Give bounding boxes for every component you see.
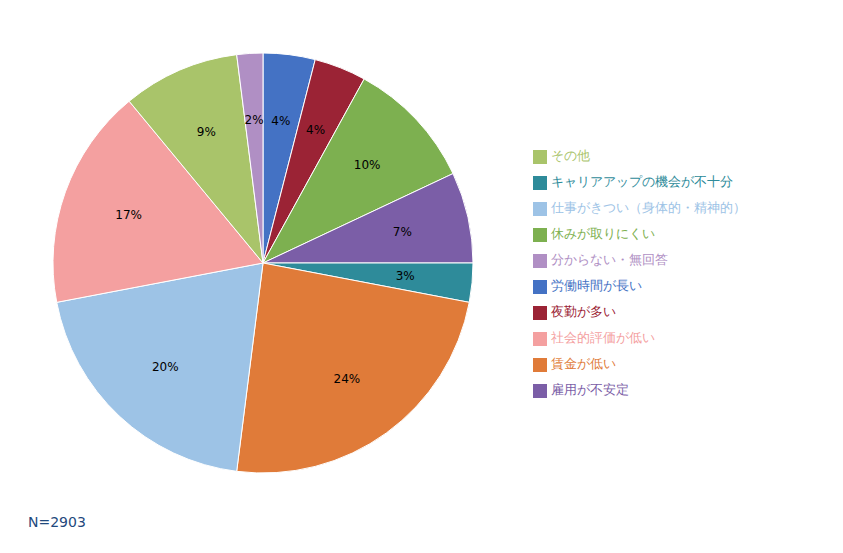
svg-text:20%: 20%: [152, 360, 179, 374]
html-text:キャリアアップの機会が不十分: キャリアアップの機会が不十分: [551, 174, 733, 189]
svg-text:4%: 4%: [271, 114, 290, 128]
svg-text:24%: 24%: [334, 372, 361, 386]
html-text:その他: その他: [551, 148, 590, 163]
html-text:夜勤が多い: 夜勤が多い: [551, 304, 616, 319]
html-text:分からない・無回答: 分からない・無回答: [551, 252, 668, 267]
svg-text:17%: 17%: [115, 208, 142, 222]
html-text:仕事がきつい（身体的・精神的）: 仕事がきつい（身体的・精神的）: [551, 200, 746, 215]
html-text:休みが取りにくい: 休みが取りにくい: [551, 226, 655, 241]
html-text:N=2903: N=2903: [28, 514, 86, 530]
svg-text:4%: 4%: [306, 123, 325, 137]
svg-text:7%: 7%: [393, 225, 412, 239]
svg-text:9%: 9%: [197, 125, 216, 139]
html-text:社会的評価が低い: 社会的評価が低い: [551, 330, 655, 345]
svg-text:2%: 2%: [245, 113, 264, 127]
html-text:労働時間が長い: 労働時間が長い: [551, 278, 642, 293]
html-text:賃金が低い: 賃金が低い: [551, 356, 616, 371]
html-text:雇用が不安定: 雇用が不安定: [551, 382, 629, 397]
svg-text:3%: 3%: [396, 269, 415, 283]
svg-text:10%: 10%: [354, 158, 381, 172]
